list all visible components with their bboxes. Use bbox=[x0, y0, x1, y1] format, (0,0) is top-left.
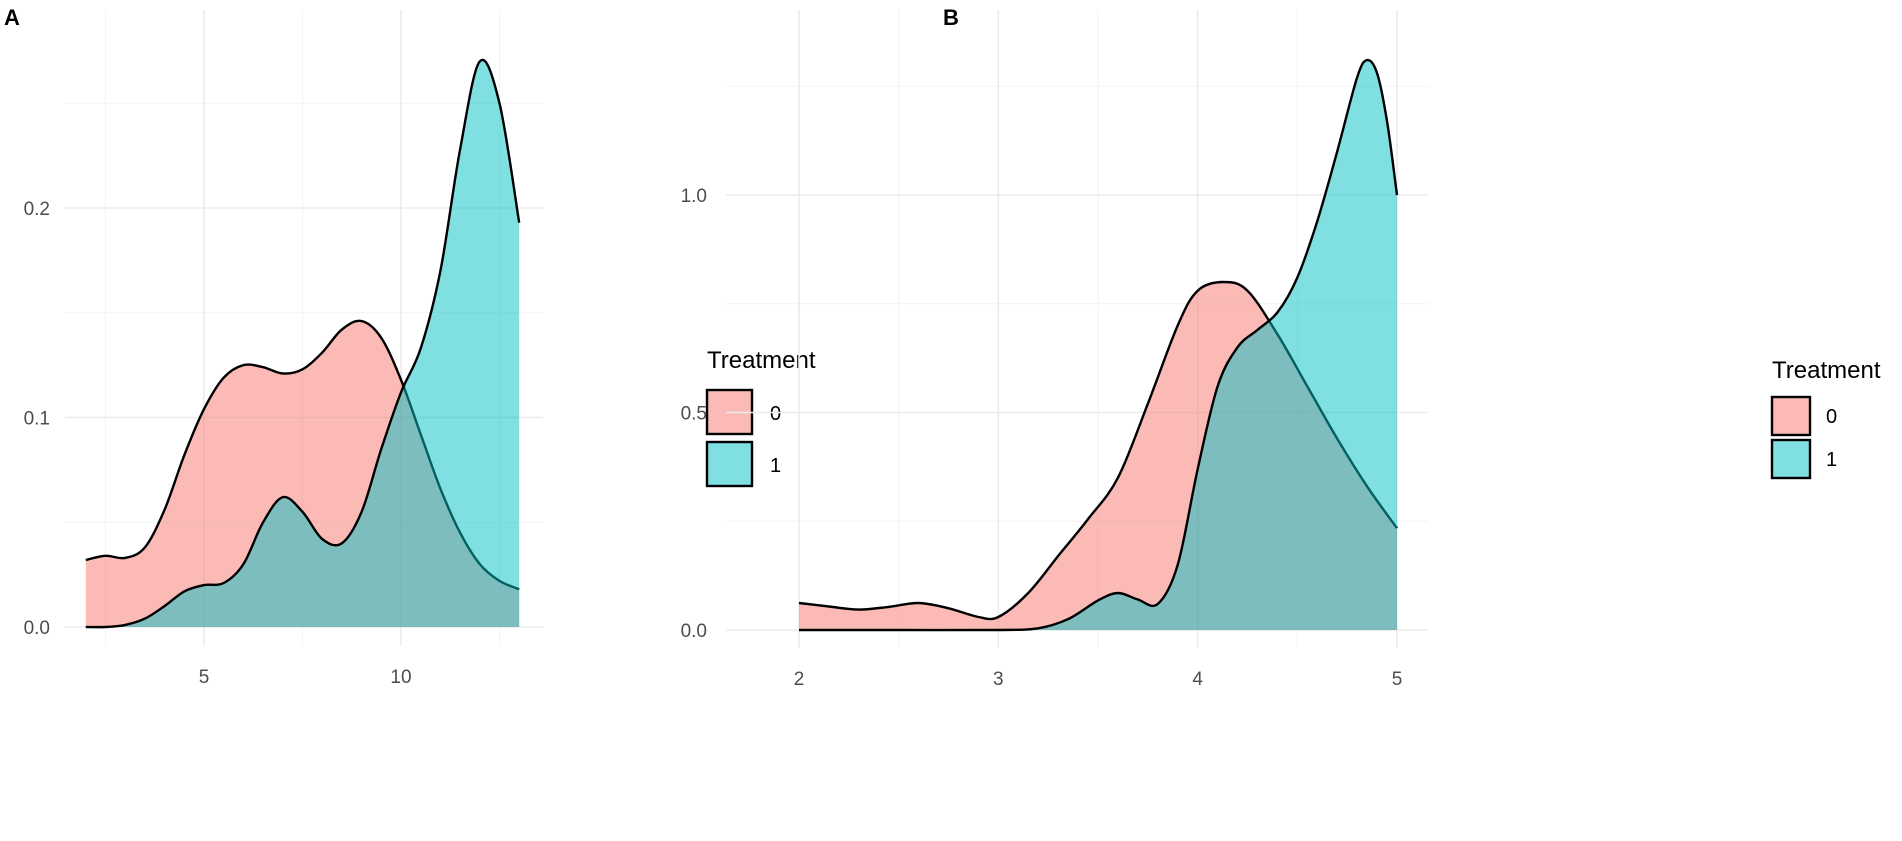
panel-a-tick-labels: 5 10 0.0 0.1 0.2 bbox=[24, 199, 412, 688]
legend-title: Treatment bbox=[1772, 357, 1881, 384]
legend-key-0 bbox=[1770, 395, 1812, 437]
panel-b-densities bbox=[798, 58, 1399, 632]
y-tick-label: 0.1 bbox=[24, 409, 50, 430]
x-tick-label: 4 bbox=[1192, 669, 1203, 690]
x-tick-label: 3 bbox=[993, 669, 1004, 690]
y-tick-label: 0.0 bbox=[24, 618, 50, 639]
y-tick-label: 1.0 bbox=[681, 186, 707, 207]
legend-title: Treatment bbox=[707, 347, 816, 374]
x-tick-label: 5 bbox=[199, 667, 210, 688]
y-tick-label: 0.2 bbox=[24, 199, 50, 220]
legend-label-1: 1 bbox=[770, 455, 781, 477]
density-area-1 bbox=[799, 60, 1397, 631]
density-line-1 bbox=[799, 58, 1399, 632]
y-tick-label: 0.0 bbox=[681, 621, 707, 642]
panel-a-label: A bbox=[4, 5, 20, 30]
panel-b-legend: Treatment 0 1 bbox=[1770, 357, 1881, 480]
density-area-1 bbox=[85, 59, 520, 628]
panel-a: A 5 100.00.10.2 Treatment 0 1 bbox=[4, 5, 816, 688]
legend-key-1 bbox=[1770, 438, 1812, 480]
panel-b-label: B bbox=[943, 5, 959, 30]
x-tick-label: 5 bbox=[1392, 669, 1403, 690]
panel-a-densities bbox=[85, 58, 521, 629]
panel-b-tick-labels: 2 3 4 5 0.0 0.5 1.0 bbox=[681, 186, 1403, 690]
legend-label-1: 1 bbox=[1826, 449, 1837, 471]
panel-a-legend: Treatment 0 1 bbox=[705, 347, 816, 488]
y-tick-label: 0.5 bbox=[681, 404, 707, 425]
legend-label-0: 0 bbox=[1826, 406, 1837, 428]
legend-key-1 bbox=[705, 440, 754, 488]
x-tick-label: 2 bbox=[794, 669, 805, 690]
density-line-1 bbox=[85, 58, 521, 629]
panel-b: B 2 3 4 5 0.0 0.5 1.0 Treatment 0 1 bbox=[681, 5, 1881, 690]
x-tick-label: 10 bbox=[390, 667, 411, 688]
legend-label-0: 0 bbox=[770, 403, 781, 425]
